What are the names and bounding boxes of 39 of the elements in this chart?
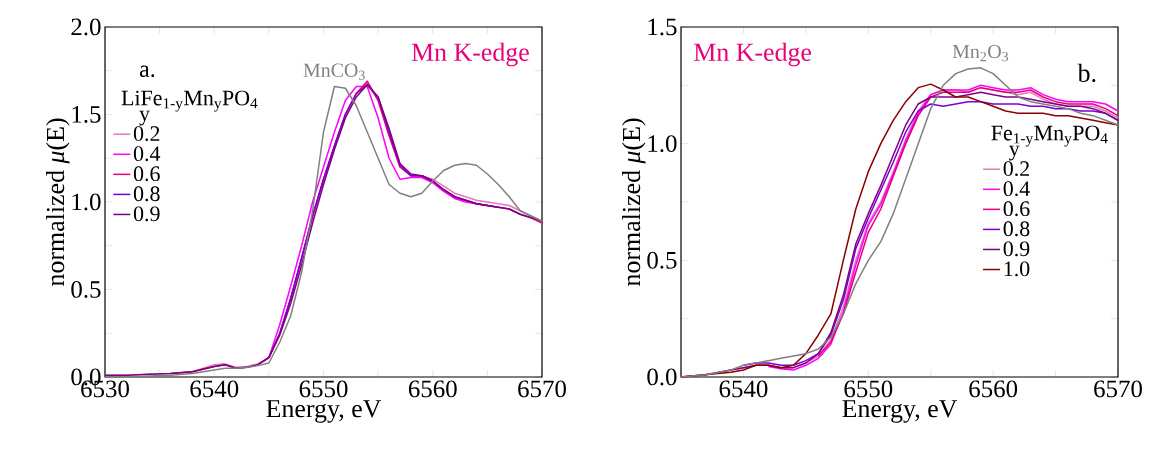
legend-label: 0.8 (1003, 221, 1030, 237)
annotation: Mn K-edge (411, 42, 529, 67)
legend-label: 0.6 (133, 166, 160, 182)
annotation: Mn K-edge (694, 42, 812, 67)
legend-label: 0.4 (1003, 181, 1030, 197)
y-tick-label: 1.5 (648, 18, 677, 36)
x-tick-label: 6570 (518, 380, 566, 398)
x-tick-label: 6550 (299, 380, 348, 398)
y-tick-label: 2.0 (71, 18, 101, 36)
legend-label: 0.6 (1003, 201, 1030, 217)
y-tick-label: 1.5 (72, 106, 101, 123)
y-tick-label: 0.5 (71, 281, 101, 298)
annotation: y (1009, 145, 1020, 161)
x-axis-title: Energy, eV (266, 400, 382, 423)
x-tick-label: 6560 (408, 380, 457, 398)
x-tick-label: 6540 (190, 380, 239, 398)
y-axis-title: normalized μ(E) (46, 118, 70, 286)
y-tick-label: 1.0 (648, 135, 677, 153)
legend-label: 0.4 (133, 146, 161, 162)
y-axis-title: normalized μ(E) (622, 118, 646, 286)
x-axis-title: Energy, eV (842, 400, 958, 423)
annotation: y (139, 110, 150, 126)
annotation: b. (1077, 63, 1096, 83)
x-tick-label: 6540 (719, 380, 768, 398)
legend-label: 1.0 (1004, 261, 1030, 277)
y-tick-label: 0.0 (647, 368, 677, 386)
x-tick-label: 6550 (844, 380, 893, 398)
legend-label: 0.9 (1003, 241, 1030, 257)
y-tick-label: 0.5 (647, 251, 677, 269)
legend-label: Mn$_{2}$O$_{3}$ (952, 44, 1009, 62)
legend-label: 0.2 (133, 126, 160, 142)
legend-label: 0.2 (1003, 161, 1029, 177)
x-tick-label: 6560 (969, 380, 1018, 398)
y-tick-label: 1.0 (72, 193, 101, 211)
legend-label: 0.9 (133, 206, 160, 222)
annotation: a. (139, 65, 155, 78)
series-label: MnCO$_{3}$ (303, 63, 365, 80)
legend-label: 0.8 (133, 186, 160, 202)
x-tick-label: 6570 (1094, 380, 1142, 398)
